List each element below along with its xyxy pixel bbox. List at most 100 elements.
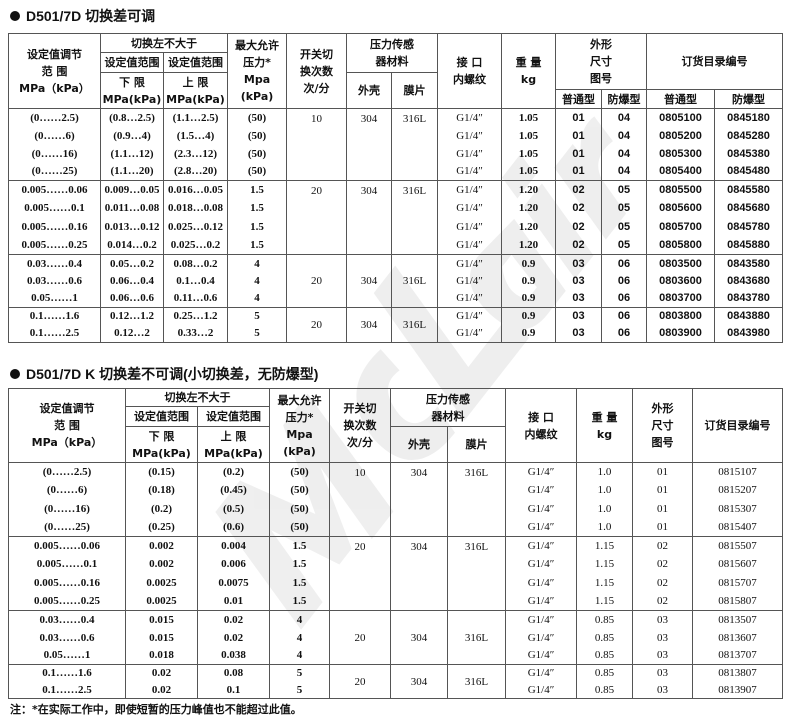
header-diaphragm: 膜片: [391, 72, 438, 109]
cell-weight: 0.85: [576, 646, 633, 665]
cell-order-explosion-proof: 0843780: [714, 289, 783, 308]
cell-dimension: 03: [632, 664, 693, 682]
header-cycles: 开关切 换次数 次/分: [329, 388, 391, 463]
cell-max-pressure: 4: [227, 272, 287, 290]
cell-range: 0.005……0.16: [8, 573, 126, 592]
table-row: 0.005……0.06 0.002 0.004 1.5 20 304 316L G1/4″ 1.…: [8, 536, 783, 611]
cell-dim-standard: 02: [555, 180, 602, 199]
cell-upper-limit: (0.45): [197, 481, 270, 500]
cell-lower-limit: (0.2): [125, 499, 198, 518]
cell-order-explosion-proof: 0843680: [714, 272, 783, 290]
cell-dim-standard: 01: [555, 126, 602, 145]
cell-upper-limit: 0.025…0.2: [163, 236, 228, 255]
cell-upper-limit: 0.02: [197, 628, 270, 647]
cell-dimension: 02: [632, 592, 693, 611]
cell-thread: G1/4″: [437, 272, 502, 290]
cell-lower-limit: 0.06…0.6: [100, 289, 164, 308]
cell-weight: 1.0: [576, 518, 633, 537]
cell-max-pressure: 4: [227, 254, 287, 272]
header-lower-top: 设定值范围: [100, 52, 164, 73]
cell-weight: 0.9: [501, 324, 556, 343]
header-weight: 重 量 kg: [576, 388, 633, 463]
cell-order-no: 0813607: [692, 628, 783, 647]
cell-weight: 1.20: [501, 180, 556, 199]
cell-range: 0.03……0.6: [8, 272, 101, 290]
cell-max-pressure: 1.5: [269, 555, 330, 574]
table-row: (0……2.5) (0.15) (0.2) (50) 10 304 316L G1/4″ 1.0…: [8, 462, 783, 537]
cell-range: 0.005……0.25: [8, 592, 126, 611]
cell-order-no: 0815807: [692, 592, 783, 611]
header-lower-top: 设定值范围: [125, 406, 198, 427]
cell-dim-explosion-proof: 05: [601, 199, 647, 218]
cell-thread: G1/4″: [505, 664, 577, 682]
cell-upper-limit: 0.25…1.2: [163, 306, 228, 325]
cell-order-standard: 0805500: [646, 180, 715, 199]
cell-weight: 0.85: [576, 628, 633, 647]
table-row: 0.03……0.4 0.015 0.02 4 20 304 316L G1/4″ 0.85 03 0…: [8, 610, 783, 665]
cell-max-pressure: 4: [269, 610, 330, 629]
cell-order-no: 0815107: [692, 462, 783, 481]
cell-diaphragm: 316L: [391, 180, 438, 255]
cell-order-no: 0813507: [692, 610, 783, 629]
cell-weight: 1.20: [501, 199, 556, 218]
cell-max-pressure: 5: [227, 306, 287, 325]
header-dimension: 外形 尺寸 图号: [555, 33, 647, 90]
cell-max-pressure: 1.5: [269, 536, 330, 555]
cell-order-standard: 0805300: [646, 144, 715, 163]
cell-order-standard: 0805800: [646, 236, 715, 255]
cell-shell: 304: [390, 462, 448, 537]
cell-order-standard: 0805600: [646, 199, 715, 218]
cell-dim-explosion-proof: 04: [601, 126, 647, 145]
cell-dim-standard: 03: [555, 272, 602, 290]
cell-dimension: 03: [632, 681, 693, 699]
cell-range: 0.05……1: [8, 646, 126, 665]
cell-dimension: 01: [632, 462, 693, 481]
cell-diaphragm: 316L: [391, 254, 438, 308]
cell-diaphragm: 316L: [447, 664, 506, 699]
bullet-icon: [10, 369, 20, 379]
cell-lower-limit: 0.013…0.12: [100, 217, 164, 236]
cell-thread: G1/4″: [505, 592, 577, 611]
cell-order-explosion-proof: 0845880: [714, 236, 783, 255]
cell-order-explosion-proof: 0845380: [714, 144, 783, 163]
cell-upper-limit: (2.3…12): [163, 144, 228, 163]
cell-range: 0.1……1.6: [8, 664, 126, 682]
cell-lower-limit: (0.18): [125, 481, 198, 500]
header-diaphragm: 膜片: [447, 426, 506, 463]
header-order-no: 订货目录编号: [692, 388, 783, 463]
cell-diaphragm: 316L: [447, 610, 506, 665]
cell-max-pressure: 5: [227, 324, 287, 343]
cell-upper-limit: 0.016…0.05: [163, 180, 228, 199]
table-row: 0.1……2.5 0.02 0.1 5 G1/4″ 0.85 03 0813907: [8, 681, 783, 699]
cell-range: 0.005……0.25: [8, 236, 101, 255]
cell-dim-explosion-proof: 05: [601, 217, 647, 236]
cell-weight: 0.9: [501, 306, 556, 325]
cell-order-no: 0813907: [692, 681, 783, 699]
table-row: 0.05……1 0.018 0.038 4 G1/4″ 0.85 03 0813707: [8, 646, 783, 665]
cell-range: 0.005……0.06: [8, 536, 126, 555]
cell-diaphragm: 316L: [447, 462, 506, 537]
cell-shell: 304: [390, 664, 448, 699]
cell-order-standard: 0803700: [646, 289, 715, 308]
header-max-pressure: 最大允许 压力* Mpa (kPa): [227, 33, 287, 109]
cell-lower-limit: 0.0025: [125, 573, 198, 592]
cell-order-standard: 0805100: [646, 108, 715, 127]
cell-thread: G1/4″: [437, 217, 502, 236]
cell-shell: 304: [390, 610, 448, 665]
cell-thread: G1/4″: [505, 681, 577, 699]
cell-weight: 0.9: [501, 254, 556, 272]
cell-lower-limit: (0.15): [125, 462, 198, 481]
cell-thread: G1/4″: [505, 499, 577, 518]
cell-lower-limit: (0.9…4): [100, 126, 164, 145]
cell-weight: 1.0: [576, 481, 633, 500]
cell-range: 0.05……1: [8, 289, 101, 308]
cell-thread: G1/4″: [437, 306, 502, 325]
cell-max-pressure: (50): [227, 108, 287, 127]
header-order-explosion-proof: 防爆型: [714, 89, 783, 109]
cell-order-standard: 0803600: [646, 272, 715, 290]
cell-max-pressure: 4: [269, 646, 330, 665]
cell-range: (0……6): [8, 481, 126, 500]
cell-weight: 1.15: [576, 555, 633, 574]
cell-max-pressure: 1.5: [227, 180, 287, 199]
cell-order-standard: 0805200: [646, 126, 715, 145]
